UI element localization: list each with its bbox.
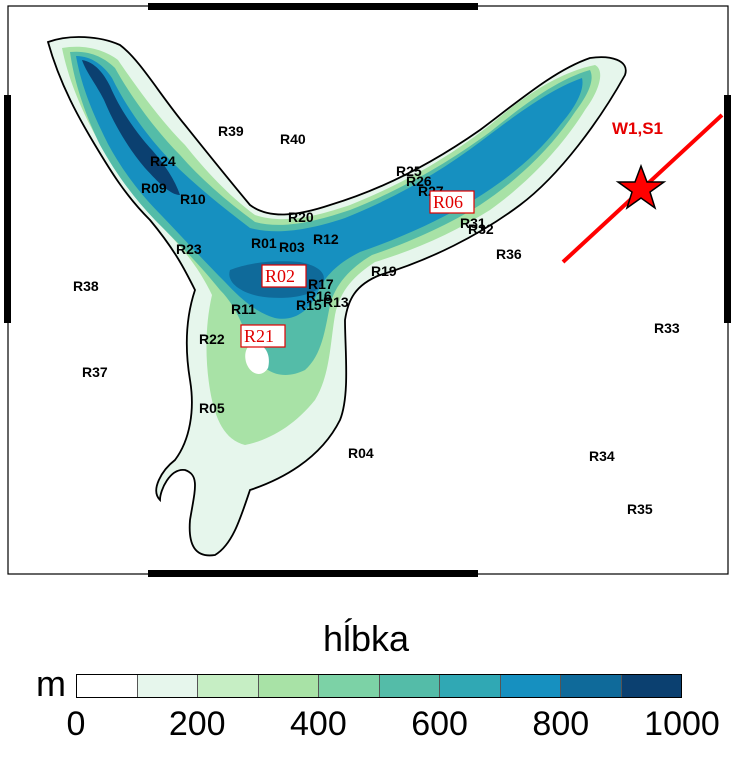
legend-bin — [77, 675, 138, 697]
station-highlight-box — [261, 264, 307, 288]
station-r33: R33 — [654, 320, 680, 336]
frame-bar-top — [148, 3, 478, 10]
station-r02: R02 — [261, 264, 307, 288]
station-label: R37 — [82, 364, 108, 380]
legend-tick-label: 800 — [532, 705, 590, 743]
legend-title: hĺbka — [322, 618, 410, 659]
station-label: R24 — [150, 153, 176, 169]
station-r16: R16 — [306, 288, 332, 304]
station-r36: R36 — [496, 246, 522, 262]
station-label: R19 — [371, 263, 397, 279]
station-r32: R32 — [468, 221, 494, 237]
station-label: R11 — [231, 301, 256, 317]
legend-bin — [379, 675, 440, 697]
legend-colorbar — [76, 674, 682, 698]
frame-bar-bottom — [148, 570, 478, 577]
station-label: R39 — [218, 123, 244, 139]
legend-bin — [198, 675, 259, 697]
legend-bin — [500, 675, 561, 697]
legend-bin — [440, 675, 501, 697]
legend-tick-label: 600 — [411, 705, 468, 743]
station-label: R03 — [279, 239, 305, 255]
station-r04: R04 — [348, 445, 374, 461]
legend-bin — [621, 675, 681, 697]
station-label: R36 — [496, 246, 522, 262]
station-r12: R12 — [313, 231, 339, 247]
station-r23: R23 — [176, 241, 202, 257]
station-label: R26 — [406, 173, 432, 189]
stations-layer: R39R40R24R09R10R20R01R03R12R23R25R26R27R… — [73, 123, 680, 517]
station-r01: R01 — [251, 235, 277, 251]
station-r06: R06 — [429, 190, 475, 214]
station-r20: R20 — [288, 209, 314, 225]
legend-tick-label: 0 — [66, 705, 86, 743]
depth-band-700 — [76, 56, 583, 319]
station-label: R16 — [306, 288, 332, 304]
station-r24: R24 — [150, 153, 176, 169]
station-label: R25 — [396, 163, 422, 179]
station-label: R23 — [176, 241, 202, 257]
station-label: R20 — [288, 209, 314, 225]
station-r40: R40 — [280, 131, 306, 147]
station-r03: R03 — [279, 239, 305, 255]
station-label: R05 — [199, 400, 225, 416]
station-r22: R22 — [199, 331, 225, 347]
station-r39: R39 — [218, 123, 244, 139]
station-r37: R37 — [82, 364, 108, 380]
source-star-icon — [615, 163, 667, 210]
station-highlight-box — [429, 190, 475, 214]
legend-unit: m — [36, 663, 66, 704]
station-r26: R26 — [406, 173, 432, 189]
station-label: R02 — [265, 266, 295, 286]
legend-bin — [258, 675, 319, 697]
station-r09: R09 — [141, 180, 167, 196]
station-label: R15 — [296, 297, 322, 313]
depth-band-900 — [82, 60, 180, 195]
legend-bin — [561, 675, 622, 697]
station-label: R22 — [199, 331, 225, 347]
station-r05: R05 — [199, 400, 225, 416]
station-r17: R17 — [308, 276, 334, 292]
source-label: W1,S1 — [612, 119, 663, 138]
station-r13: R13 — [323, 294, 349, 310]
station-r21: R21 — [240, 324, 286, 348]
station-r11: R11 — [231, 301, 256, 317]
station-r15: R15 — [296, 297, 322, 313]
station-label: R40 — [280, 131, 306, 147]
station-r19: R19 — [371, 263, 397, 279]
bathymetry — [46, 36, 627, 557]
station-label: R13 — [323, 294, 349, 310]
station-label: R33 — [654, 320, 680, 336]
station-label: R04 — [348, 445, 374, 461]
station-highlight-box — [240, 324, 286, 348]
frame-bar-right — [724, 95, 731, 323]
station-label: R12 — [313, 231, 339, 247]
station-label: R21 — [244, 326, 274, 346]
station-r10: R10 — [180, 191, 206, 207]
station-label: R35 — [627, 501, 653, 517]
legend-tick-label: 1000 — [644, 705, 720, 743]
station-r34: R34 — [589, 448, 615, 464]
station-r31: R31 — [460, 215, 486, 231]
station-label: R34 — [589, 448, 615, 464]
legend-bin — [319, 675, 380, 697]
station-r35: R35 — [627, 501, 653, 517]
station-label: R06 — [433, 192, 463, 212]
station-label: R38 — [73, 278, 99, 294]
legend-tick-label: 400 — [290, 705, 347, 743]
station-r25: R25 — [396, 163, 422, 179]
station-label: R01 — [251, 235, 277, 251]
station-label: R09 — [141, 180, 167, 196]
frame-bar-left — [4, 95, 11, 323]
station-label: R31 — [460, 215, 486, 231]
legend-bin — [137, 675, 198, 697]
station-label: R32 — [468, 221, 494, 237]
legend-tick-label: 200 — [168, 705, 226, 743]
station-r38: R38 — [73, 278, 99, 294]
shallow-patch — [245, 343, 269, 374]
station-label: R10 — [180, 191, 206, 207]
station-label: R17 — [308, 276, 334, 292]
